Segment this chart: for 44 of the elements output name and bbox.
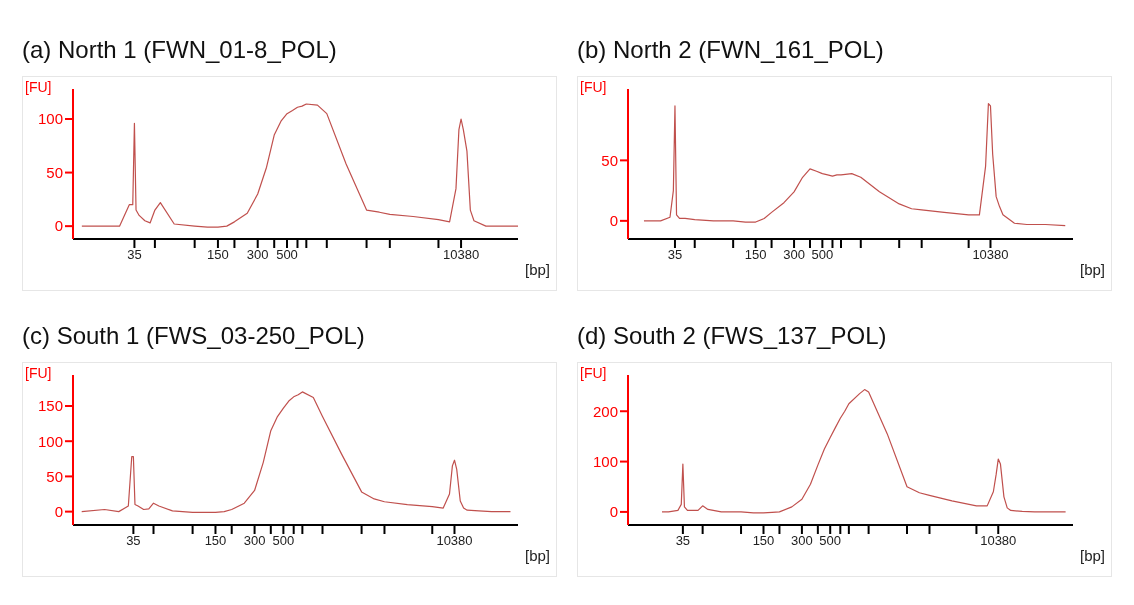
chart-title: (b) North 2 (FWN_161_POL) [577,36,885,65]
x-tick-label: 300 [791,532,813,548]
x-tick-label: 35 [126,532,141,548]
y-tick-label: 150 [37,396,63,414]
y-axis-title: [FU] [25,79,52,95]
x-tick-label: 150 [204,532,227,548]
x-tick-label: 10380 [436,532,473,548]
x-tick-label: 10380 [442,247,480,263]
x-tick-label: 300 [246,247,269,263]
y-tick-label: 0 [609,502,618,520]
y-tick-label: 50 [46,163,63,181]
x-tick-label: 500 [272,532,295,548]
x-tick-label: 500 [276,247,298,263]
x-tick-label: 150 [744,247,767,263]
chart-title: (a) North 1 (FWN_01-8_POL) [22,36,338,65]
x-axis-title: [bp] [524,261,550,278]
y-tick-label: 0 [54,217,63,235]
chart-title: (c) South 1 (FWS_03-250_POL) [22,321,366,351]
y-tick-label: 100 [37,110,63,128]
x-tick-label: 35 [127,247,142,263]
x-tick-label: 300 [243,532,266,548]
x-tick-label: 150 [752,532,775,548]
x-tick-label: 500 [811,247,834,263]
x-axis-title: [bp] [524,546,550,564]
y-tick-label: 0 [609,212,618,230]
y-tick-label: 100 [37,432,63,450]
x-tick-label: 10380 [972,247,1009,263]
y-axis-title: [FU] [580,364,607,381]
x-tick-label: 150 [207,247,229,263]
x-tick-label: 35 [667,247,683,263]
y-tick-label: 100 [592,452,618,470]
y-tick-label: 50 [46,467,63,485]
y-axis-title: [FU] [25,364,52,381]
x-tick-label: 35 [675,532,691,548]
chart-title: (d) South 2 (FWS_137_POL) [577,321,888,351]
y-tick-label: 50 [601,151,618,169]
y-tick-label: 0 [54,502,63,520]
x-axis-title: [bp] [1079,546,1105,564]
x-tick-label: 300 [783,247,805,263]
y-tick-label: 200 [592,402,618,420]
y-axis-title: [FU] [580,79,607,95]
x-tick-label: 10380 [980,532,1017,548]
x-axis-title: [bp] [1079,261,1105,278]
x-tick-label: 500 [819,532,842,548]
